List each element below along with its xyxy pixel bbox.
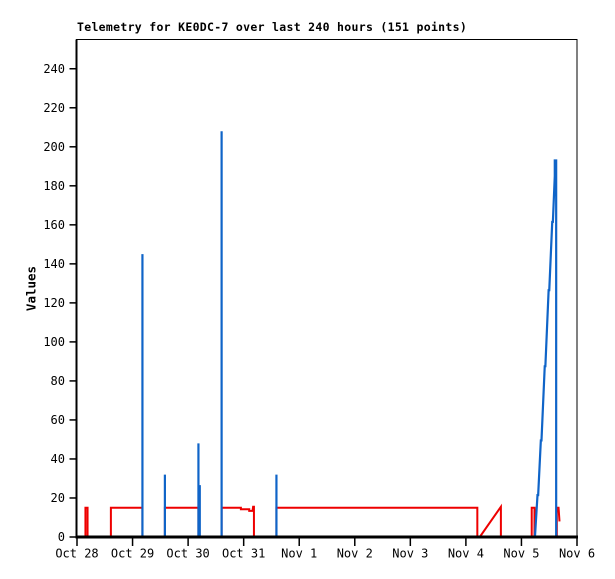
y-tick-label: 120 [43, 296, 65, 310]
x-tick-label: Oct 31 [222, 547, 265, 561]
y-tick-label: 60 [51, 413, 65, 427]
plot-border [76, 39, 578, 538]
y-tick-label: 80 [51, 374, 65, 388]
y-tick-label: 0 [58, 530, 65, 544]
y-tick-label: 140 [43, 257, 65, 271]
x-tick-label: Nov 4 [448, 547, 484, 561]
x-tick-label: Nov 3 [392, 547, 428, 561]
telemetry-channel-blue [77, 131, 577, 539]
y-tick-label: 180 [43, 179, 65, 193]
x-tick-label: Oct 28 [55, 547, 98, 561]
telemetry-channel-red [77, 503, 561, 538]
y-tick-label: 100 [43, 335, 65, 349]
x-tick-label: Oct 30 [166, 547, 209, 561]
x-tick-label: Nov 6 [559, 547, 595, 561]
x-tick-label: Oct 29 [111, 547, 154, 561]
y-tick-label: 200 [43, 140, 65, 154]
y-tick-label: 220 [43, 101, 65, 115]
chart-title: Telemetry for KE0DC-7 over last 240 hour… [77, 20, 468, 34]
x-tick-label: Nov 1 [281, 547, 317, 561]
x-tick-label: Nov 2 [337, 547, 373, 561]
y-tick-label: 240 [43, 62, 65, 76]
x-tick-label: Nov 5 [503, 547, 539, 561]
y-tick-label: 20 [51, 491, 65, 505]
y-tick-label: 40 [51, 452, 65, 466]
y-tick-label: 160 [43, 218, 65, 232]
